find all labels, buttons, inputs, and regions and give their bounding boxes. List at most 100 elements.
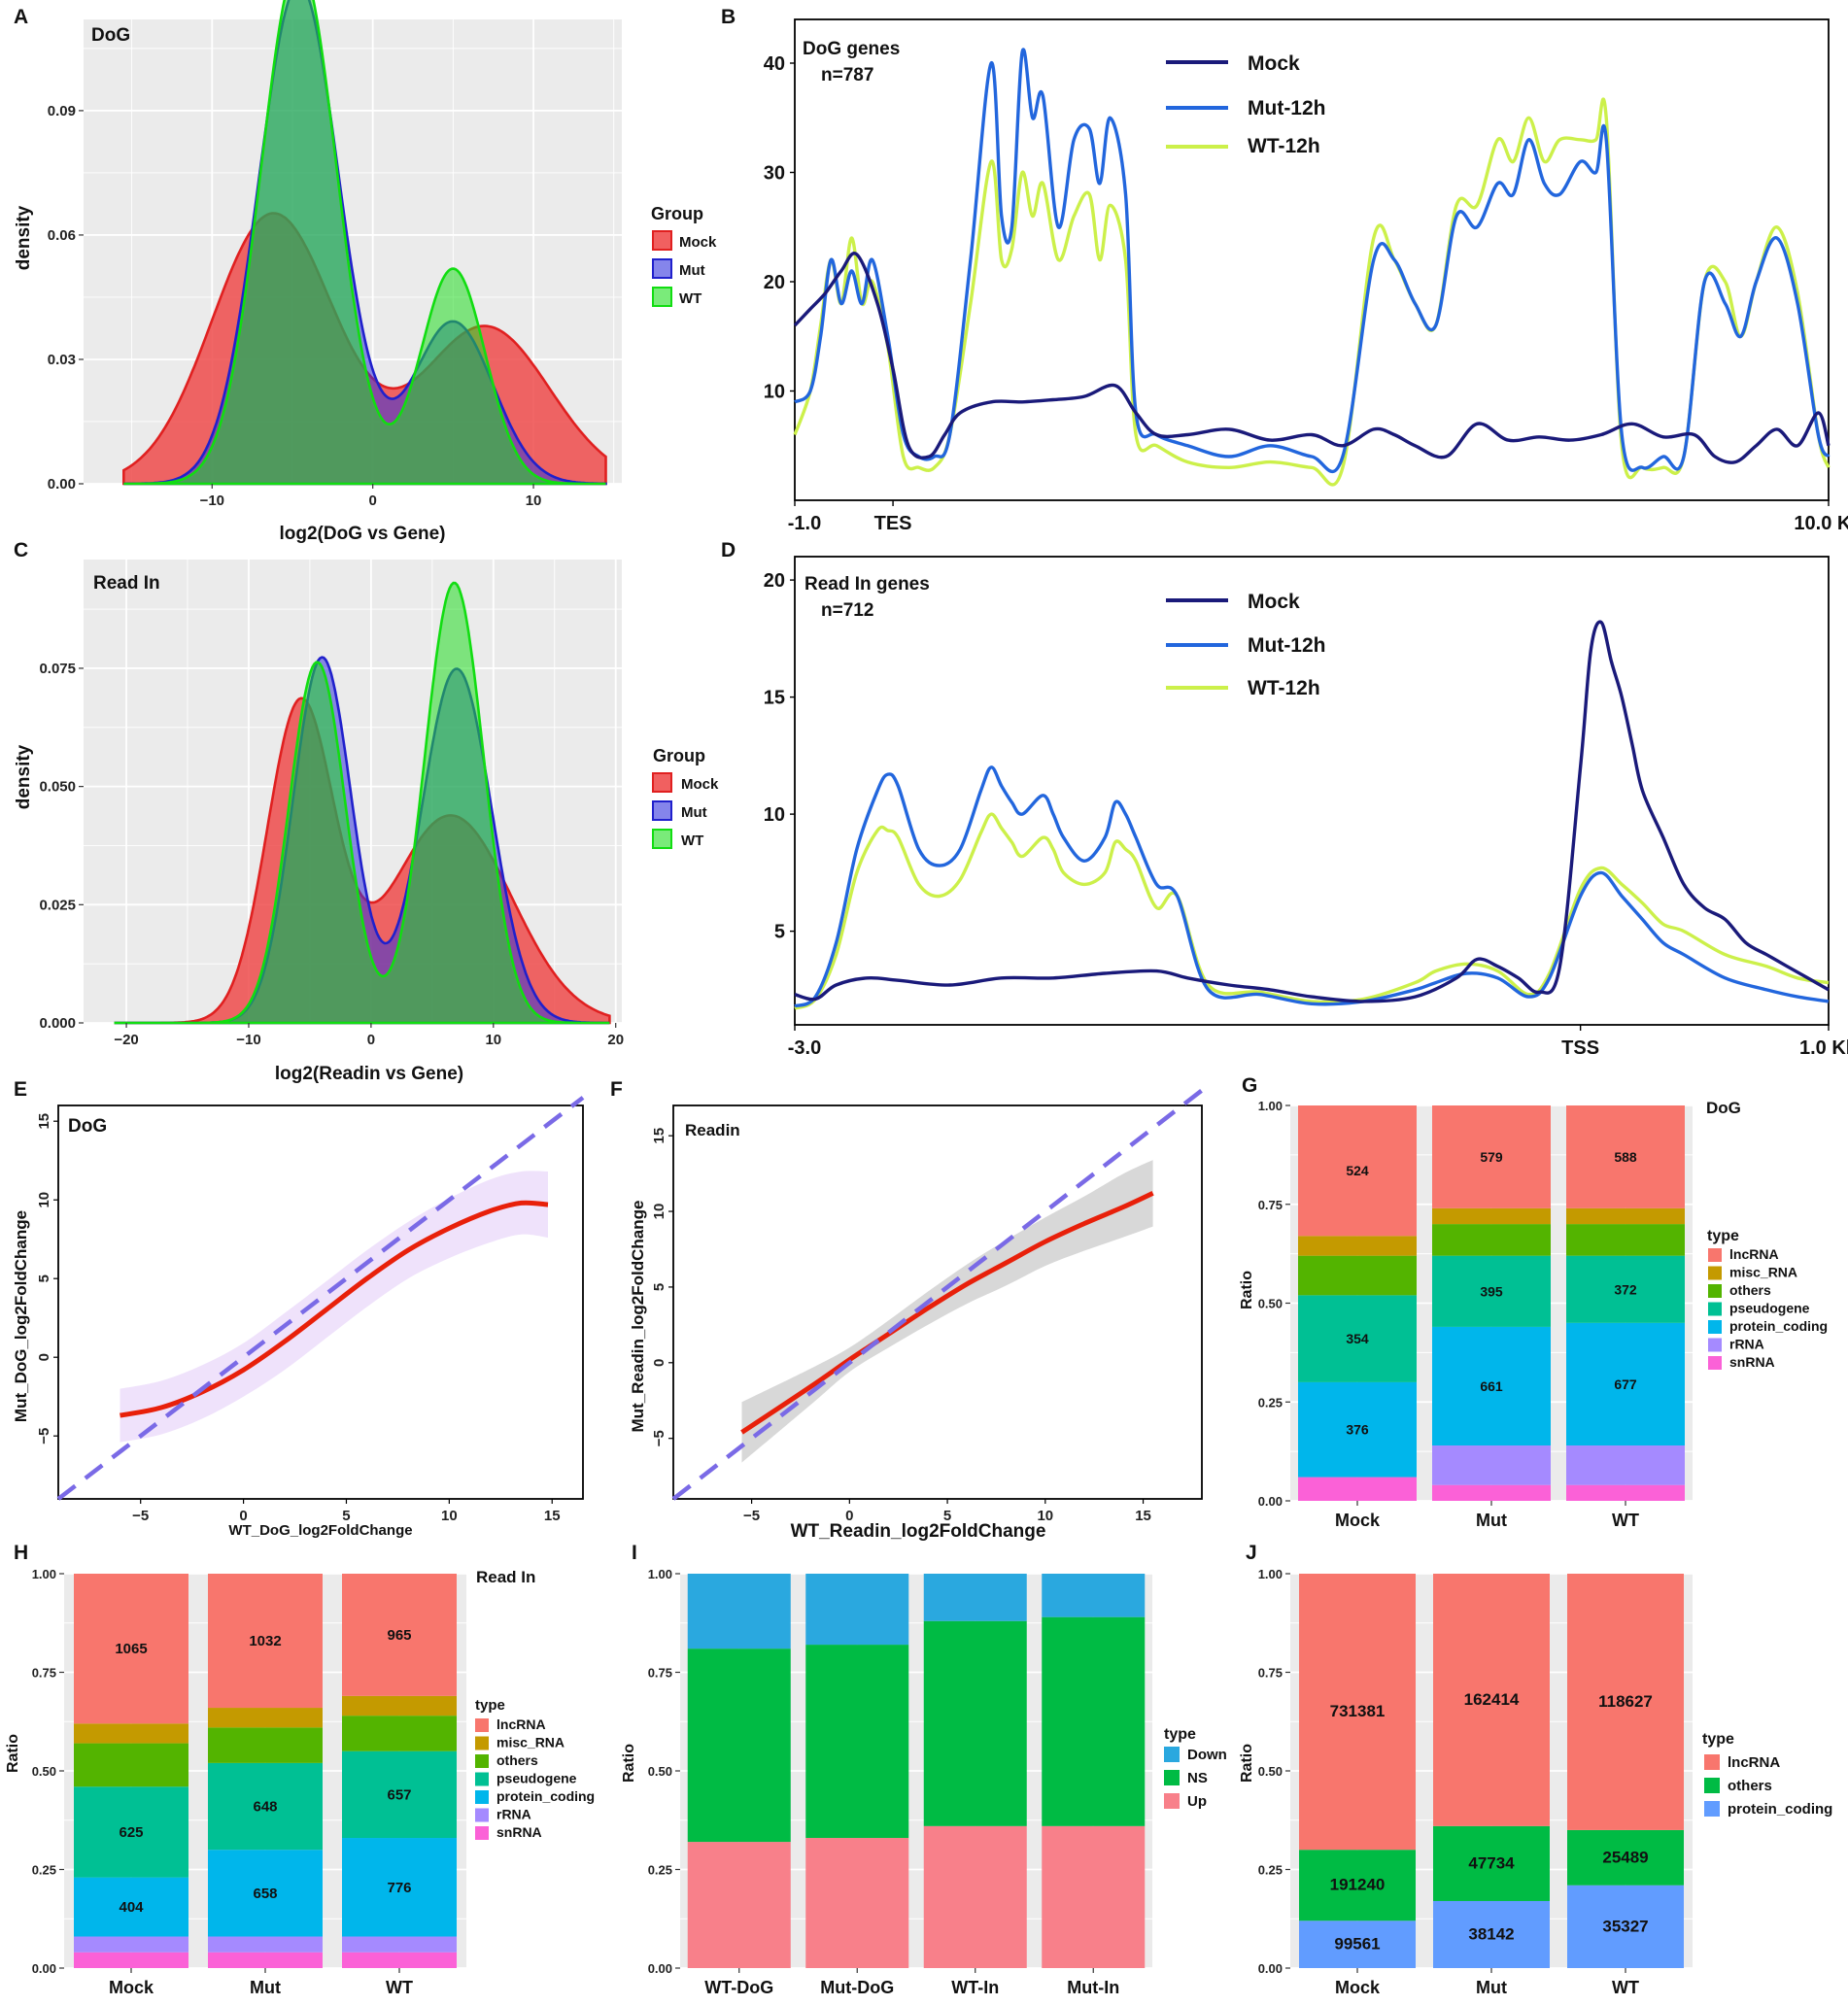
x-tick-label: WT-DoG [704,1978,773,1997]
y-tick-label: 0.75 [1258,1198,1283,1212]
y-tick-label: 0.050 [39,779,76,796]
bar-lncrna [1567,1574,1684,1830]
legend-label: pseudogene [496,1771,577,1786]
y-tick-label: −5 [651,1430,667,1446]
y-tick-label: −5 [36,1428,52,1444]
data-layer: −10 0 100.000.030.060.09−20 −10 0 10 200.0000.… [32,0,1848,1997]
panel-e-letter: E [14,1078,27,1101]
bar-protein-coding [1433,1900,1550,1968]
legend-key-down [1164,1747,1180,1762]
legend-label: misc_RNA [1729,1265,1797,1280]
bar-rrna [1432,1445,1551,1485]
legend-key-mock [652,772,672,793]
y-tick-label: 0.75 [32,1666,56,1681]
bar-ns [805,1645,909,1839]
legend-key-lncrna [475,1718,489,1732]
y-tick-label: 0.50 [1258,1764,1283,1779]
bar-lncrna [1298,1105,1417,1237]
bar-up [1042,1825,1146,1968]
panel-J-legend: lncRNA others protein_coding [1704,1754,1832,1818]
x-tick-label: Mut [250,1978,281,1997]
y-tick-label: 10 [651,1204,667,1220]
y-tick-label: 1.00 [32,1567,56,1581]
legend-label: lncRNA [1729,1246,1779,1262]
bar-others [74,1743,188,1787]
bar-others [208,1727,323,1763]
y-tick-label: 5 [651,1283,667,1291]
bar-misc-rna [1432,1207,1551,1225]
bar-others [342,1716,457,1751]
legend-label: lncRNA [496,1716,546,1732]
bar-label: 372 [1614,1281,1637,1297]
y-tick-label: 0.75 [648,1666,672,1681]
x-tick-label: 15 [1135,1508,1151,1524]
y-tick-label: 15 [651,1128,667,1144]
panel-j-ylabel: Ratio [1239,1744,1255,1783]
bar-others [1299,1850,1416,1921]
x-tick-label: Mock [1335,1511,1381,1530]
panel-f-letter: F [610,1078,623,1101]
panel-j-legend-title: type [1702,1731,1734,1748]
bar-ns [923,1620,1027,1826]
profile-mut-12h [794,48,1831,473]
panel-a-legend-mut: Mut [679,262,705,279]
bar-rrna [342,1936,457,1953]
legend-label: others [1728,1778,1772,1794]
x-tick-label: −20 [114,1032,138,1048]
x-tick-label: 1.0 Kb [1799,1037,1848,1059]
bar-snrna [342,1952,457,1968]
bar-lncrna [1432,1105,1551,1208]
bar-pseudogene [1298,1295,1417,1382]
bar-protein-coding [1299,1920,1416,1968]
bar-label: 376 [1346,1422,1369,1438]
bar-pseudogene [342,1750,457,1839]
bar-label: 677 [1614,1376,1637,1392]
panel-e-xlabel: WT_DoG_log2FoldChange [228,1522,412,1539]
bar-protein-coding [1566,1322,1685,1446]
panel-i-letter: I [632,1542,637,1564]
panel-b-title: DoG genes [803,39,900,59]
panel-A-legend-keys [652,230,672,307]
panel-f-title: Readin [685,1121,740,1139]
y-tick-label: 0.000 [39,1015,76,1032]
panel-D-frame [794,556,1830,1026]
panel-B-lines [793,48,1831,487]
x-tick-label: 0 [367,1032,375,1048]
bar-protein-coding [1432,1326,1551,1446]
bar-label: 395 [1480,1283,1503,1299]
panel-B-frame [794,18,1830,501]
legend-label: lncRNA [1728,1754,1780,1771]
bar-label: 99561 [1334,1935,1380,1954]
legend-key-rrna [1708,1338,1722,1352]
bar-protein-coding [74,1877,188,1937]
panel-d-legend-mut: Mut-12h [1248,634,1326,657]
panel-b-letter: B [721,6,736,28]
bar-ns [1042,1616,1146,1826]
profile-wt-12h [793,97,1831,487]
legend-label: protein_coding [1729,1318,1828,1334]
y-tick-label: 0.075 [39,661,76,677]
panel-c-letter: C [14,539,28,561]
panel-a-title: DoG [91,25,130,46]
panel-h-ylabel: Ratio [5,1734,21,1773]
bar-protein-coding [1298,1381,1417,1478]
bar-lncrna [1566,1105,1685,1208]
density-wt [123,0,606,486]
bar-protein-coding [208,1850,323,1937]
y-tick-label: 0.75 [1258,1666,1283,1681]
panel-g-title: DoG [1706,1099,1741,1117]
x-tick-label: 10 [441,1508,458,1524]
y-tick-label: 0.25 [1258,1863,1283,1878]
panel-e-ylabel: Mut_DoG_log2FoldChange [12,1210,30,1422]
panel-a-letter: A [14,6,28,28]
legend-key-lncrna [1704,1754,1720,1770]
bar-snrna [208,1952,323,1968]
bar-label: 35327 [1602,1917,1648,1935]
bar-label: 404 [119,1899,144,1916]
bar-misc-rna [1566,1207,1685,1225]
density-wt [114,581,610,1025]
legend-label: snRNA [1729,1354,1775,1370]
bar-pseudogene [1566,1255,1685,1323]
y-tick-label: 0.06 [48,227,76,244]
